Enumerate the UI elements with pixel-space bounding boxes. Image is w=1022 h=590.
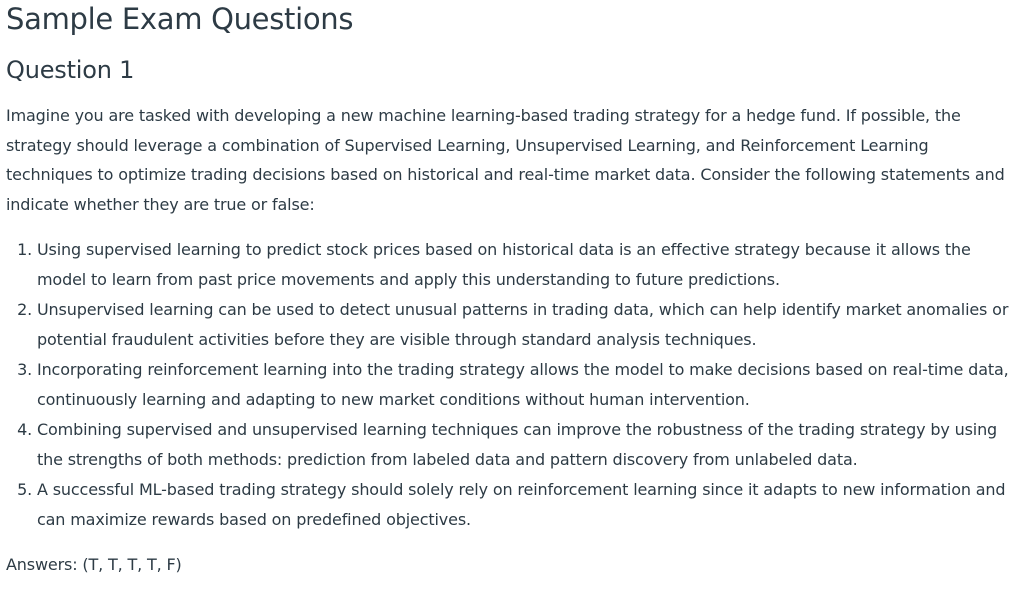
statement-item: Unsupervised learning can be used to det… xyxy=(37,295,1019,355)
question-intro: Imagine you are tasked with developing a… xyxy=(6,106,1005,214)
question-heading: Question 1 xyxy=(6,56,135,84)
answers-text: Answers: (T, T, T, T, F) xyxy=(6,555,182,575)
statement-list: Using supervised learning to predict sto… xyxy=(6,235,1019,535)
statement-item: Using supervised learning to predict sto… xyxy=(37,235,1019,295)
page-title: Sample Exam Questions xyxy=(6,2,354,36)
statement-item: Incorporating reinforcement learning int… xyxy=(37,355,1019,415)
page-content: Sample Exam Questions Question 1 Imagine… xyxy=(6,0,1016,580)
statement-item: Combining supervised and unsupervised le… xyxy=(37,415,1019,475)
statement-item: A successful ML-based trading strategy s… xyxy=(37,475,1019,535)
